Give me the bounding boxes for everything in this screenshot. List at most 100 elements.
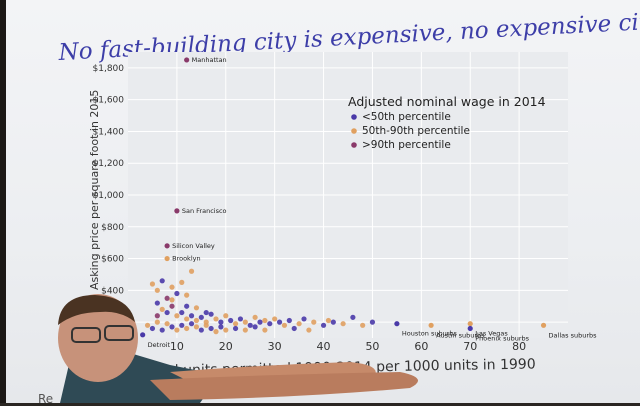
presenter-arm-2 — [150, 372, 418, 400]
presenter-head — [58, 294, 138, 382]
scatter-point — [144, 322, 151, 328]
x-tick-label: 10 — [170, 340, 184, 353]
scatter-point — [154, 319, 160, 325]
scatter-point — [276, 319, 283, 325]
scatter-point — [174, 327, 180, 333]
scatter-point — [223, 327, 229, 333]
scatter-point — [198, 314, 204, 320]
scatter-point — [242, 327, 248, 333]
scatter-point — [154, 300, 160, 306]
scatter-point — [286, 317, 292, 324]
scatter-point — [169, 284, 175, 290]
scatter-point — [169, 297, 175, 303]
scatter-point — [184, 303, 190, 309]
scatter-point — [203, 309, 209, 316]
scatter-point — [164, 321, 170, 327]
x-tick-label: 30 — [268, 340, 282, 353]
x-tick-label: 20 — [219, 340, 233, 353]
scatter-point — [291, 325, 297, 332]
y-tick-label: $800 — [101, 223, 124, 233]
scatter-point — [281, 322, 288, 328]
scatter-point — [296, 321, 302, 327]
scatter-point — [154, 287, 160, 293]
point-label: Detroit — [148, 341, 171, 349]
y-tick-label: $1,600 — [93, 96, 125, 106]
scatter-point — [360, 322, 366, 328]
x-tick-label: 60 — [414, 340, 428, 353]
scatter-point — [218, 324, 224, 330]
scatter-point — [188, 268, 195, 274]
scatter-point — [149, 325, 156, 332]
legend-entry: <50th percentile — [362, 111, 451, 123]
scatter-point — [184, 316, 190, 322]
labeled-point — [174, 208, 180, 214]
scatter-point — [232, 321, 239, 327]
scatter-point — [340, 321, 346, 327]
scatter-point — [154, 313, 160, 319]
legend-marker — [351, 142, 357, 148]
scatter-point — [237, 316, 244, 322]
scatter-point — [149, 281, 156, 287]
scatter-point — [272, 316, 278, 322]
scatter-point — [350, 314, 356, 320]
scatter-point — [203, 322, 209, 328]
scatter-point — [320, 322, 327, 328]
scatter-point — [330, 319, 336, 325]
legend-marker — [351, 128, 357, 134]
scatter-point — [311, 319, 317, 325]
scatter-point — [208, 325, 214, 332]
y-tick-label: $600 — [101, 255, 124, 265]
labeled-point — [164, 255, 170, 262]
x-tick-label: 70 — [463, 340, 477, 353]
glasses-2 — [104, 325, 134, 341]
point-label: Manhattan — [192, 56, 227, 64]
scatter-point — [242, 319, 248, 325]
presenter-hair — [58, 295, 135, 325]
labeled-point — [428, 322, 434, 328]
scatter-point — [179, 309, 185, 316]
scatter-point — [193, 305, 200, 311]
scatter-point — [369, 319, 376, 325]
scatter-point — [164, 309, 170, 316]
scatter-point — [262, 327, 268, 333]
legend-title: Adjusted nominal wage in 2014 — [348, 94, 546, 109]
y-tick-label: $400 — [101, 286, 124, 296]
scatter-point — [252, 314, 258, 320]
scatter-point — [306, 327, 312, 333]
scatter-point — [223, 313, 229, 319]
scatter-point — [325, 317, 332, 324]
scatter-point — [262, 317, 268, 324]
x-tick-label: 40 — [317, 340, 331, 353]
scatter-point — [232, 325, 239, 332]
labeled-point — [140, 332, 146, 338]
scatter-point — [188, 321, 195, 327]
point-label: Houston suburbs — [402, 330, 458, 338]
scatter-point — [169, 303, 175, 309]
scatter-point — [213, 316, 219, 322]
labeled-point — [467, 321, 473, 327]
labeled-point — [540, 322, 547, 328]
glasses — [71, 327, 101, 343]
point-label: Phoenix suburbs — [475, 334, 529, 342]
y-tick-label: $1,400 — [93, 127, 125, 137]
scatter-point — [208, 311, 214, 317]
scatter-point — [159, 278, 165, 284]
legend-entry: 50th-90th percentile — [362, 125, 470, 137]
scatter-point — [159, 306, 165, 312]
scatter-point — [193, 317, 200, 324]
x-tick-label: 80 — [512, 340, 526, 353]
scatter-point — [257, 319, 263, 325]
scatter-point — [174, 313, 180, 319]
scatter-point — [198, 327, 204, 333]
point-label: Brooklyn — [172, 255, 200, 263]
point-label: Austin suburbs — [436, 331, 485, 339]
labeled-point — [394, 321, 400, 327]
y-tick-label: $1,000 — [93, 191, 125, 201]
point-label: Dallas suburbs — [549, 331, 598, 339]
scatter-point — [184, 325, 190, 332]
legend-marker — [351, 114, 357, 120]
scatter-point — [164, 295, 170, 301]
scatter-point — [169, 324, 175, 330]
